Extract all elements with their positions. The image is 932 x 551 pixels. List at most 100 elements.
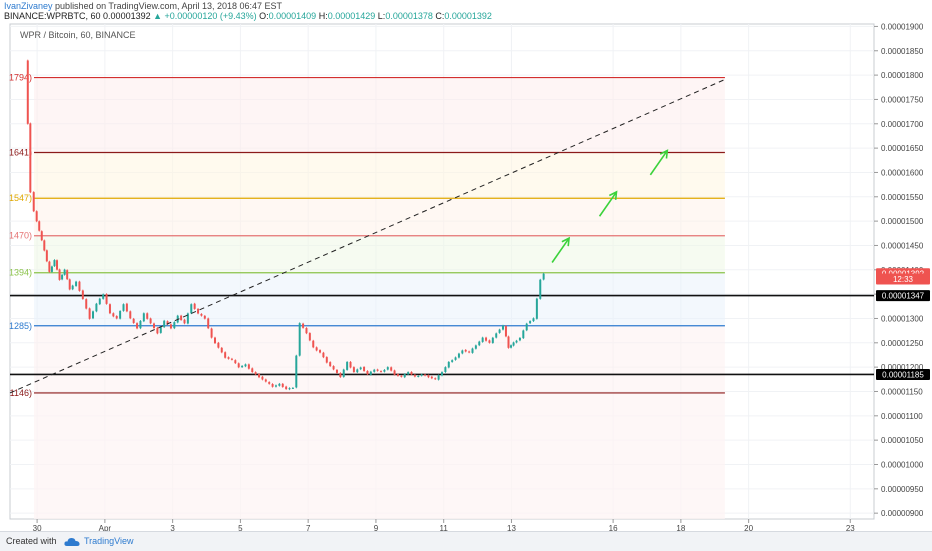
candle-body xyxy=(159,327,162,333)
candle-body xyxy=(166,321,169,325)
fib-zone xyxy=(34,235,725,273)
x-tick-label: 30 xyxy=(33,524,42,531)
candle-body xyxy=(507,336,510,348)
dashed-trendline[interactable] xyxy=(9,79,726,394)
price-chart[interactable]: 1794) 1641) 1547) 1470) 1394) 1285) 1146) WPR … xyxy=(0,22,932,531)
candle-body xyxy=(437,375,440,380)
candle-body xyxy=(271,384,274,387)
candle-body xyxy=(474,345,477,349)
y-tick-label: 0.00001750 xyxy=(881,95,924,104)
arrow-up-icon xyxy=(649,150,668,176)
arrow-up-icon xyxy=(551,237,570,263)
fib-label: 1794) xyxy=(9,73,32,83)
fib-levels: 1794) 1641) 1547) 1470) 1394) 1285) 1146) xyxy=(9,73,725,398)
y-tick-label: 0.00001850 xyxy=(881,47,924,56)
candle-body xyxy=(539,279,542,299)
candle-body xyxy=(105,294,108,304)
x-tick-label: 13 xyxy=(507,524,516,531)
candle-body xyxy=(81,290,84,299)
candle-body xyxy=(146,313,149,319)
candle-body xyxy=(32,192,35,212)
candle-body xyxy=(407,372,410,375)
candle-body xyxy=(308,333,311,341)
candle-body xyxy=(125,303,128,312)
tradingview-link[interactable]: TradingView xyxy=(84,536,134,546)
y-tick-label: 0.00001550 xyxy=(881,193,924,202)
candle-body xyxy=(457,353,460,358)
candle-body xyxy=(420,374,423,376)
y-tick-label: 0.00001050 xyxy=(881,436,924,445)
y-tick-label: 0.00000950 xyxy=(881,485,924,494)
price-label-box xyxy=(876,290,930,302)
candle-body xyxy=(295,355,298,388)
high-label: H: xyxy=(318,11,328,21)
trendline[interactable] xyxy=(9,79,726,394)
candle-body xyxy=(95,303,98,312)
candle-body xyxy=(163,320,166,328)
price-label-text: 0.00001347 xyxy=(882,292,925,301)
x-tick-label: 20 xyxy=(744,524,753,531)
y-tick-label: 0.00001650 xyxy=(881,144,924,153)
chart-header: IvanZivaney published on TradingView.com… xyxy=(0,0,932,22)
candle-body xyxy=(88,308,91,319)
candle-body xyxy=(186,313,189,324)
candle-body xyxy=(461,350,464,354)
candle-body xyxy=(380,371,383,373)
candle-body xyxy=(68,279,71,290)
candle-body xyxy=(369,371,372,375)
candle-body xyxy=(444,367,447,373)
candle-body xyxy=(92,311,95,319)
created-with-text: Created with xyxy=(6,536,57,546)
candle-body xyxy=(495,333,498,338)
candle-body xyxy=(71,285,74,290)
candle-body xyxy=(43,240,46,251)
fib-zone xyxy=(34,77,725,153)
candle-body xyxy=(410,372,413,375)
candle-body xyxy=(132,318,135,323)
candle-body xyxy=(510,345,513,348)
arrow-head-icon xyxy=(659,149,669,159)
candle-body xyxy=(400,375,403,377)
y-tick-label: 0.00001600 xyxy=(881,168,924,177)
projection-arrows xyxy=(551,149,669,263)
candle-body xyxy=(542,273,545,280)
price-label-box xyxy=(876,368,930,380)
candle-body xyxy=(396,374,399,376)
candle-body xyxy=(291,387,294,389)
candle-body xyxy=(274,385,277,387)
candle-body xyxy=(373,369,376,372)
x-tick-label: 18 xyxy=(676,524,685,531)
candle-body xyxy=(532,318,535,322)
candle-body xyxy=(75,281,78,286)
arrow-up-icon xyxy=(598,191,618,217)
candle-body xyxy=(430,376,433,379)
candle-body xyxy=(359,367,362,370)
time-axis[interactable]: 30 Apr 3 5 7 9 11 13 16 18 20 23 xyxy=(33,519,856,531)
candle-body xyxy=(227,357,230,359)
price-label-text: 0.00001185 xyxy=(882,370,924,379)
candle-body xyxy=(498,329,501,333)
close-label: C: xyxy=(435,11,445,21)
candle-body xyxy=(207,318,210,329)
candle-body xyxy=(203,315,206,319)
candle-body xyxy=(454,357,457,360)
candle-body xyxy=(142,313,145,322)
candle-body xyxy=(66,270,69,280)
candle-body xyxy=(491,337,494,343)
candle-body xyxy=(356,369,359,373)
candle-body xyxy=(471,348,474,353)
y-tick-label: 0.00001500 xyxy=(881,217,924,226)
candle-body xyxy=(61,274,64,280)
candle-body xyxy=(302,323,305,328)
candle-body xyxy=(180,315,183,321)
candle-body xyxy=(278,383,281,386)
candle-body xyxy=(78,281,81,291)
candle-body xyxy=(485,337,488,341)
author-link[interactable]: IvanZivaney xyxy=(4,1,53,11)
candle-body xyxy=(501,325,504,330)
candle-body xyxy=(40,231,43,241)
published-text: published on TradingView.com, April 13, … xyxy=(55,1,283,11)
fib-label: 1146) xyxy=(10,388,32,398)
candle-body xyxy=(390,367,393,371)
